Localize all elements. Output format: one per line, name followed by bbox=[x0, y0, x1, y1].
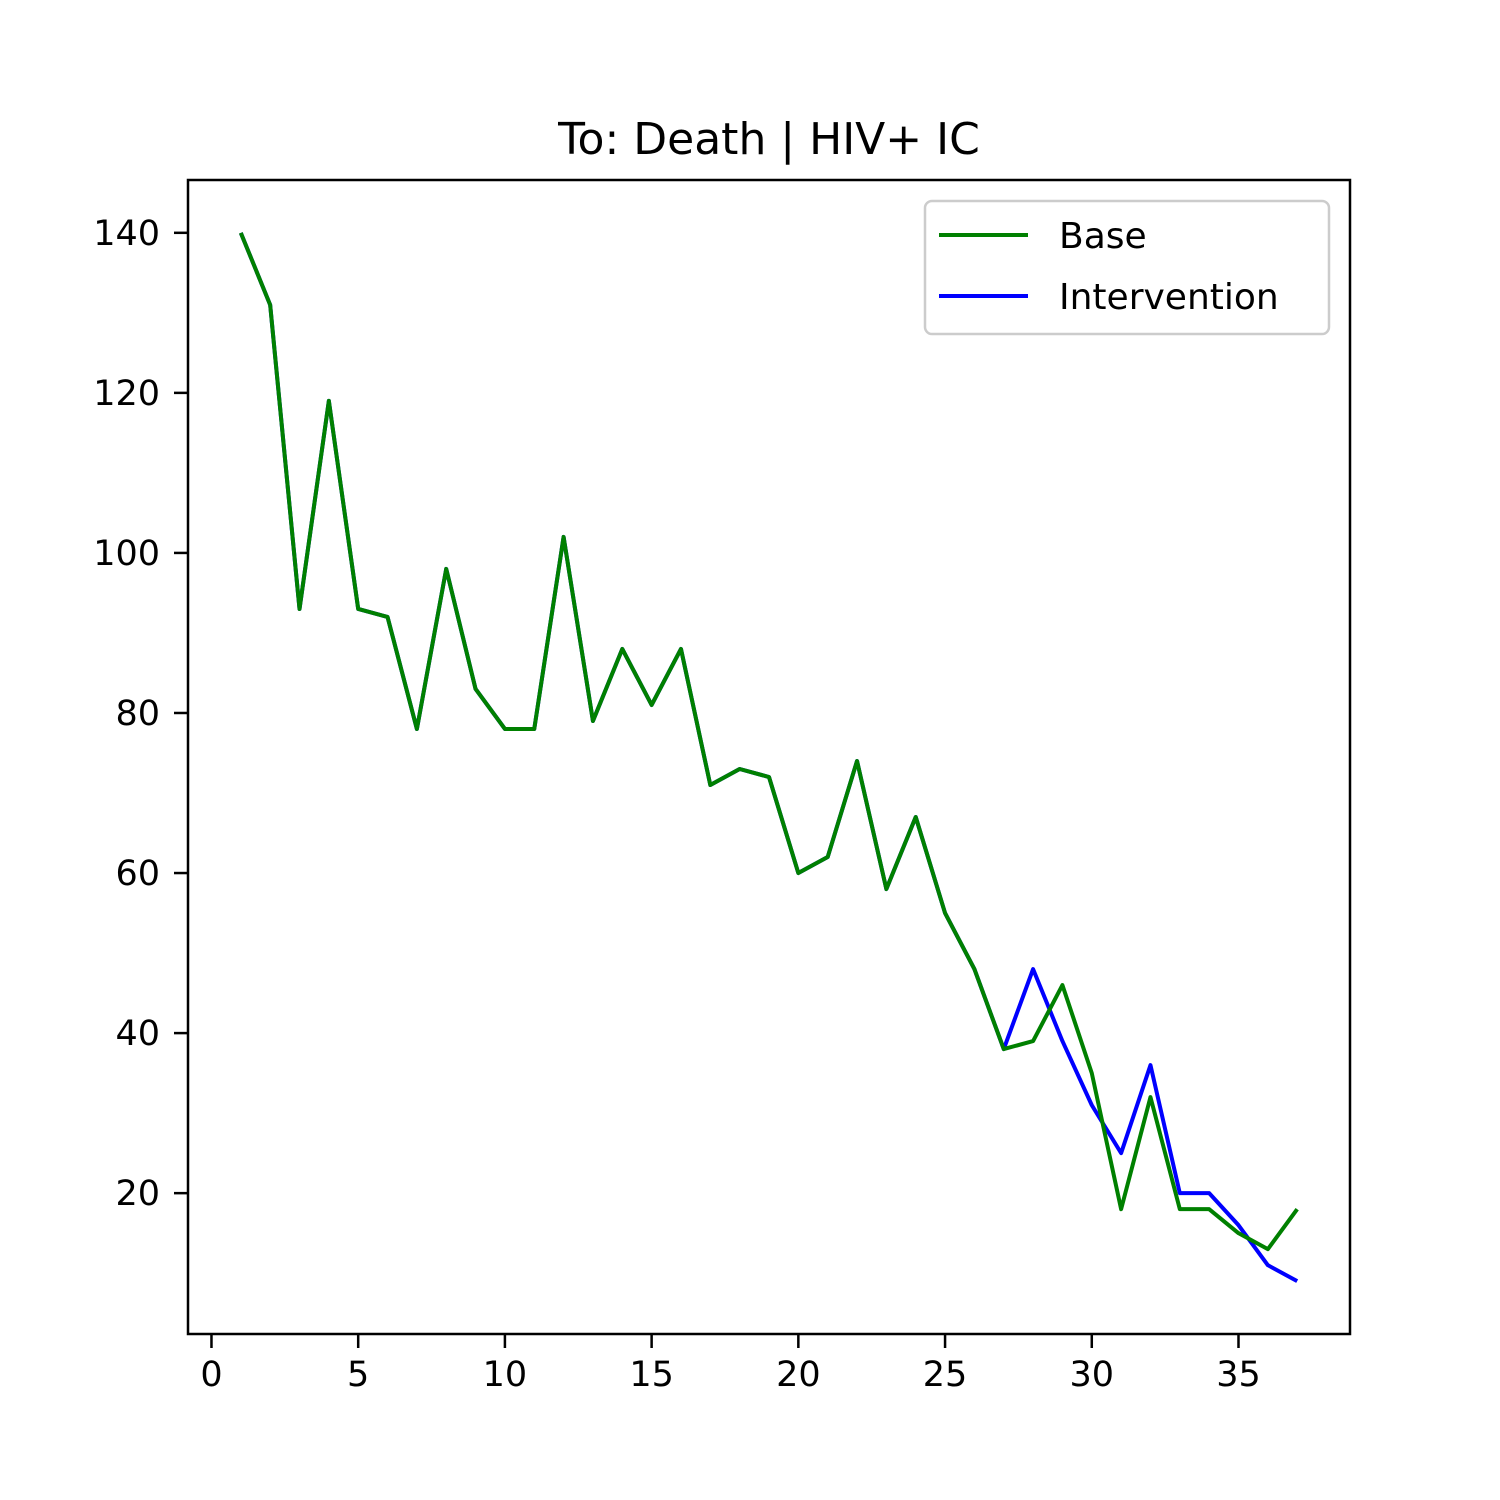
x-tick-label: 10 bbox=[483, 1355, 528, 1395]
axes-layer: 0 5 10 15 20 25 30 35 20 40 60 80 100 120 140 bbox=[93, 178, 1352, 1395]
legend: Base Intervention bbox=[923, 199, 1331, 336]
y-tick-label: 40 bbox=[115, 1014, 160, 1054]
x-tick-label: 15 bbox=[629, 1355, 674, 1395]
chart-title: To: Death | HIV+ IC bbox=[557, 114, 980, 165]
x-tick-label: 25 bbox=[923, 1355, 968, 1395]
plot-frame bbox=[186, 178, 1352, 1336]
y-tick-label: 120 bbox=[93, 374, 160, 414]
series-layer bbox=[238, 232, 1299, 1283]
y-tick-label: 20 bbox=[115, 1174, 160, 1214]
x-tick-label: 35 bbox=[1216, 1355, 1261, 1395]
y-tick-label: 80 bbox=[115, 694, 160, 734]
series-line-base bbox=[238, 232, 1299, 1252]
x-tick-label: 20 bbox=[776, 1355, 821, 1395]
y-tick-label: 60 bbox=[115, 854, 160, 894]
x-tick-label: 0 bbox=[200, 1355, 222, 1395]
legend-label-intervention: Intervention bbox=[1059, 277, 1279, 318]
x-tick-label: 5 bbox=[347, 1355, 369, 1395]
x-tick-label: 30 bbox=[1070, 1355, 1115, 1395]
y-tick-label: 140 bbox=[93, 214, 160, 254]
legend-label-base: Base bbox=[1059, 216, 1147, 257]
y-tick-label: 100 bbox=[93, 534, 160, 574]
